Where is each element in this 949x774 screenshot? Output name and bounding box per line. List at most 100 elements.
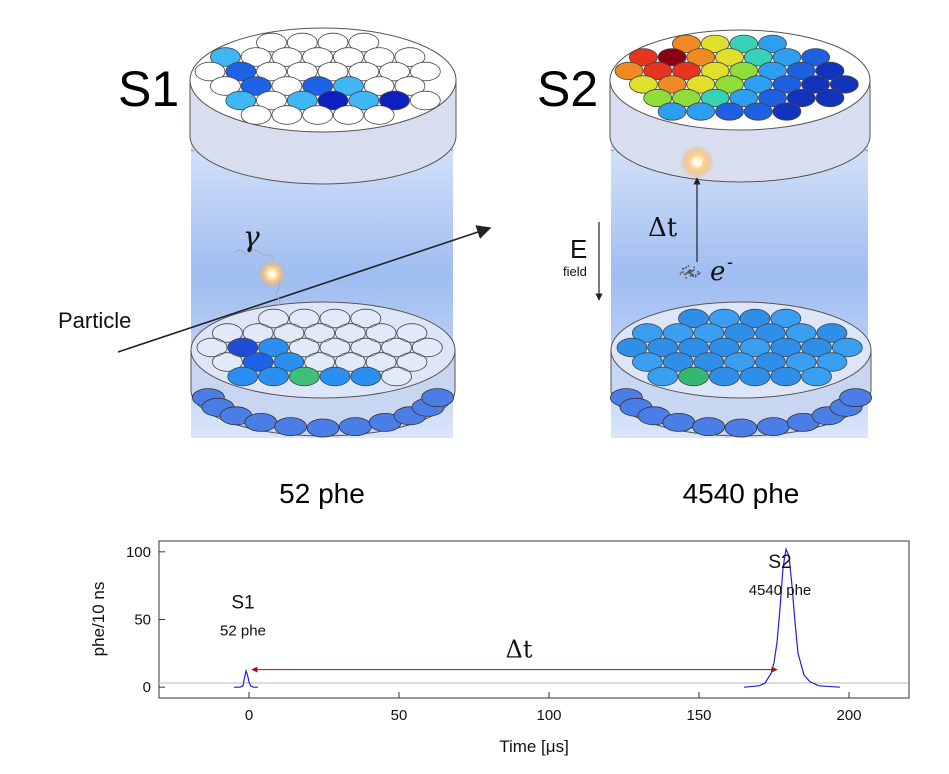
s2-ring-pmt [724, 418, 758, 438]
s2-bottom-pmt [785, 352, 817, 372]
electron-sup: - [727, 252, 733, 272]
chart-annotation: S1 [231, 593, 254, 614]
s2-bottom-pmt [662, 323, 694, 343]
s1-interaction: γ Particle [58, 220, 492, 353]
s2-bottom-pmt [693, 323, 725, 343]
s2-top-pmt [672, 61, 701, 81]
s2-bottom-pmt [801, 366, 832, 387]
electron-dot [684, 273, 687, 276]
s1-top-pmt [317, 90, 349, 111]
s2-top-pmt [715, 102, 744, 121]
s2-bottom-pmt [816, 352, 848, 372]
chart-x-axis: 0 50 100 150 200 [245, 692, 862, 724]
chart-annotation: S2 [768, 552, 791, 573]
s2-bottom-pmt [708, 308, 740, 329]
s1-top-pmt [240, 47, 272, 67]
s1-top-pmt [348, 32, 380, 53]
s2-bottom-pmt [724, 352, 755, 372]
s2-top-pmt [772, 102, 802, 121]
s2-bottom-pmt [678, 337, 709, 358]
s2-bottom-pmt [831, 337, 863, 358]
s1-top-pmt [363, 105, 395, 125]
chart-y-axis: 0 50 100 [126, 544, 165, 696]
s2-top-pmt [743, 75, 773, 94]
electron-dot [685, 272, 688, 275]
s2-top-pmt [700, 88, 730, 108]
s2-bottom-pmt [662, 352, 694, 372]
electron-dot [689, 269, 692, 272]
electron-dot [691, 274, 693, 277]
electron-dot [694, 275, 697, 278]
s2-top-pmt [715, 48, 744, 67]
s2-top-pmt [729, 61, 759, 81]
electron-dot [682, 271, 685, 273]
s2-top-pmt [629, 48, 658, 67]
s1-ring-pmt [421, 388, 455, 408]
s1-count-label: 52 phe [279, 478, 365, 509]
s2-bottom-pmt [678, 366, 709, 387]
s2-top-pmt [786, 61, 816, 81]
s1-top-pmt [363, 76, 395, 96]
s1-bottom-pmt [227, 366, 259, 387]
s2-bottom-pmt [708, 366, 740, 387]
electron-cloud-icon [679, 265, 701, 279]
s1-top-pmt [302, 76, 334, 96]
s1-top-pmt [363, 47, 395, 67]
s1-top-pmt [286, 61, 318, 82]
s2-top-pmt [715, 75, 744, 94]
electron-dot [682, 268, 685, 270]
s1-bottom-pmt [319, 337, 351, 358]
s2-top-pmt [758, 88, 787, 108]
chart-plot-area [158, 540, 910, 699]
s1-top-pmt [271, 47, 303, 67]
particle-label: Particle [58, 308, 131, 333]
x-tick-label: 150 [686, 707, 711, 724]
s2-ring-pmt [839, 388, 872, 408]
s2-ring-pmt [662, 412, 696, 432]
electron-dot [693, 269, 695, 271]
s1-bottom-pmt [273, 352, 305, 372]
s1-bottom-pmt [211, 352, 243, 372]
s1-ring-pmts [191, 388, 455, 438]
s1-top-pmt [332, 76, 364, 96]
s1-detector [189, 27, 457, 438]
chart-x-axis-label: Time [μs] [499, 737, 569, 756]
s2-top-pmt [686, 75, 716, 94]
electron-dot [693, 266, 696, 269]
s1-top-pmt [317, 32, 349, 53]
s1-top-pmt [379, 61, 410, 82]
efield-sub-label: field [563, 264, 587, 279]
s2-bottom-pmt [724, 323, 755, 343]
s1-top-pmt [302, 105, 334, 125]
chart-series [234, 546, 841, 688]
pulse-2-line [743, 546, 841, 688]
s1-bottom-pmts [196, 308, 443, 387]
s1-bottom-pmt [334, 352, 366, 372]
s2-label: S2 [537, 61, 598, 117]
s1-bottom-pmt [258, 366, 289, 387]
s2-bottom-pmt [616, 337, 648, 358]
s1-ring-pmt [306, 418, 340, 438]
electron-dot [690, 270, 693, 273]
chart-annotation: 52 phe [220, 623, 266, 640]
s2-bottom-pmts [616, 308, 863, 387]
s1-top-pmt [317, 61, 349, 82]
x-tick-label: 100 [536, 707, 561, 724]
s2-flash-core [692, 157, 702, 167]
s1-bottom-pmt [211, 323, 243, 343]
s2-bottom-pmt [693, 352, 725, 372]
s2-top-pmt [772, 48, 802, 67]
s2-top-pmt [743, 102, 773, 121]
x-tick-label: 50 [391, 707, 408, 724]
waveform-chart: 0 50 100 0 50 100 150 200 S1 52 phe S2 4540 phe Δt… [89, 540, 910, 756]
s1-bottom-pmt [334, 323, 366, 343]
s2-bottom-pmt [770, 337, 802, 358]
electron-label: e [710, 257, 725, 287]
chart-annotation: Δt [506, 635, 533, 663]
s1-bottom-pmt [304, 352, 336, 372]
s1-bottom-pmt [365, 323, 397, 343]
x-tick-label: 200 [836, 707, 861, 724]
s1-top-pmt [271, 76, 303, 96]
s1-top-pmt [302, 47, 334, 67]
